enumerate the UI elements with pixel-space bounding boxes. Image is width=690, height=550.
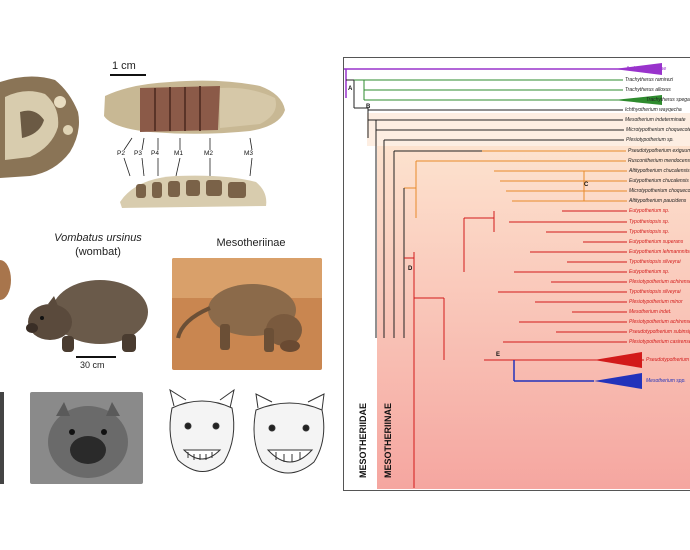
tooth-label-p4: P4	[151, 150, 159, 157]
mesotherium-clade-triangle	[594, 373, 642, 389]
node-label-c: C	[584, 182, 589, 188]
taxon-label: Microtypotherium choquecotense	[629, 188, 690, 194]
wombat-common-name: (wombat)	[75, 246, 121, 258]
taxon-label: Typotheriopsis silveyrai	[629, 289, 681, 295]
taxon-label: Pseudotypotherium spp.	[646, 357, 690, 363]
taxon-label: Plesiotypotherium casirense	[629, 339, 690, 345]
node-label-e: E	[496, 352, 501, 358]
wombat-face-photo	[30, 392, 143, 484]
taxon-label: Eutypotherium lehmannnitschei	[629, 249, 690, 255]
mesotheriinae-reconstruction	[172, 258, 322, 370]
tooth-row-photo	[116, 172, 270, 210]
node-label-b: B	[366, 104, 371, 110]
taxon-label: Trachytherus ramirezi	[625, 77, 673, 83]
pseudotypotherium-clade-triangle	[594, 352, 642, 368]
taxon-label: Altitypotherium chucalensis	[629, 168, 690, 174]
taxon-label: Eutypotherium sp.	[629, 269, 670, 275]
taxon-label: Plesiotypotherium achirense	[629, 319, 690, 325]
trachytherus-clade-triangle	[614, 95, 662, 105]
wombat-species-title: Vombatus ursinus	[54, 232, 142, 244]
taxon-label: Plesiotypotherium achirense	[629, 279, 690, 285]
taxon-label: Typotheriopsis sp.	[629, 219, 670, 225]
taxon-label: Trachytherus spegazzinianus	[646, 97, 690, 103]
mesothere-face-sketch-1	[164, 388, 240, 484]
taxon-label: Ichthyotherium wayqecha	[625, 107, 682, 113]
mesotheriinae-label: MESOTHERIINAE	[383, 402, 393, 478]
mesotheriinae-title: Mesotheriinae	[216, 237, 286, 249]
taxon-label: Mesotherium indet.	[629, 309, 672, 315]
wombat-scale-bar	[76, 356, 116, 358]
taxon-label: Rusconitherium mendocense	[628, 158, 690, 164]
tooth-label-p2: P2	[117, 150, 125, 157]
taxon-label: Archaeohyracidae	[626, 66, 667, 72]
taxon-label: Eutypotherium superans	[629, 239, 684, 245]
partial-photo-bottom-left-edge	[0, 392, 4, 484]
scale-bar	[110, 74, 146, 76]
taxon-label: Pseudotypotherium exiguum	[628, 148, 690, 154]
mesotheriinae-shading	[377, 143, 690, 489]
mesotheriidae-label: MESOTHERIIDAE	[358, 402, 368, 478]
wombat-scale-label: 30 cm	[80, 360, 105, 370]
taxon-label: Microtypotherium choquecotense	[626, 127, 690, 133]
tooth-label-m2: M2	[204, 150, 214, 157]
mesothere-face-sketch-2	[250, 392, 330, 486]
taxon-label: Mesotherium indeterminate	[625, 117, 686, 123]
partial-photo-left-edge	[0, 255, 12, 305]
taxon-label: Altitypotherium paucidens	[629, 198, 687, 204]
taxon-label: Pseudotypotherium subinsigne	[629, 329, 690, 335]
taxon-label: Typotheriopsis silveyrai	[629, 259, 681, 265]
skull-photo-top-left	[0, 72, 88, 180]
archaeohyracidae-clade-triangle	[614, 63, 662, 75]
wombat-photo	[22, 270, 152, 360]
tooth-pointer-lines	[110, 136, 280, 186]
tooth-label-m3: M3	[244, 150, 254, 157]
mandible-photo	[100, 76, 288, 138]
node-label-d: D	[408, 266, 413, 272]
tooth-label-p3: P3	[134, 150, 142, 157]
scale-label-1cm: 1 cm	[112, 60, 136, 72]
taxon-label: Mesotherium spp.	[646, 378, 686, 384]
taxon-label: Plesiotypotherium sp.	[626, 137, 674, 143]
tooth-label-m1: M1	[174, 150, 184, 157]
taxon-label: Eutypotherium chucalensis	[629, 178, 689, 184]
taxon-label: Typotheriopsis sp.	[629, 229, 670, 235]
phylogeny-panel: Archaeohyracidae Trachytherus ramirezi Tra…	[343, 57, 690, 491]
node-label-a: A	[348, 86, 353, 92]
taxon-label: Plesiotypotherium minor	[629, 299, 683, 305]
taxon-label: Eutypotherium sp.	[629, 208, 670, 214]
taxon-label: Trachytherus alloxus	[625, 87, 671, 93]
